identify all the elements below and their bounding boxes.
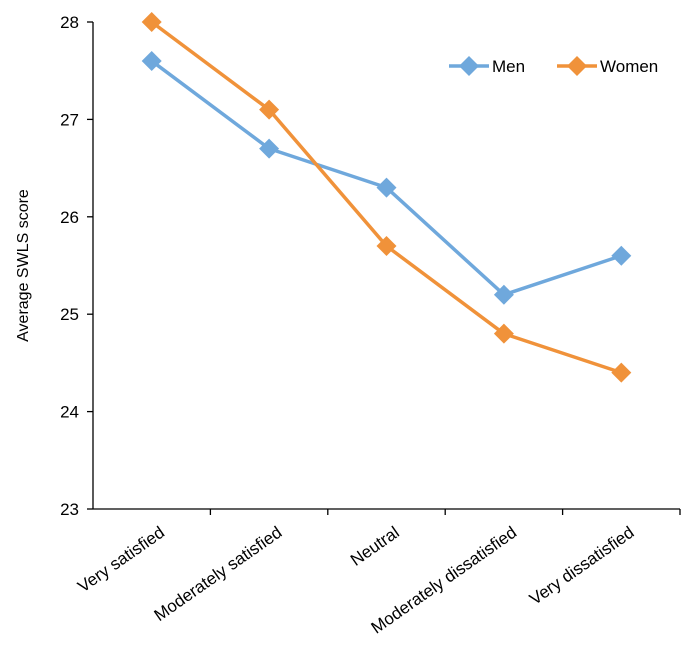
y-tick-label: 27 bbox=[60, 110, 79, 129]
series-layer bbox=[141, 12, 632, 383]
data-point bbox=[611, 245, 632, 266]
data-point bbox=[259, 138, 280, 159]
x-category-label: Neutral bbox=[347, 523, 403, 570]
data-point bbox=[493, 323, 514, 344]
legend-label: Women bbox=[600, 57, 658, 76]
series-men bbox=[141, 50, 632, 305]
data-point bbox=[376, 236, 397, 257]
legend-item-women: Women bbox=[557, 56, 658, 76]
legend: Men Women bbox=[449, 56, 658, 76]
legend-marker bbox=[567, 56, 587, 76]
y-tick-label: 25 bbox=[60, 305, 79, 324]
y-tick-label: 23 bbox=[60, 500, 79, 519]
x-category-label: Very satisfied bbox=[74, 523, 168, 597]
legend-item-men: Men bbox=[449, 56, 525, 76]
axes bbox=[92, 22, 680, 510]
x-category-label: Moderately satisfied bbox=[151, 523, 286, 625]
x-category-label: Very dissatisfied bbox=[526, 523, 638, 609]
data-point bbox=[141, 50, 162, 71]
y-tick-label: 28 bbox=[60, 13, 79, 32]
legend-label: Men bbox=[492, 57, 525, 76]
y-tick-label: 24 bbox=[60, 403, 79, 422]
legend-marker bbox=[459, 56, 479, 76]
data-point bbox=[259, 99, 280, 120]
data-point bbox=[376, 177, 397, 198]
y-axis-title: Average SWLS score bbox=[15, 189, 32, 342]
y-ticks: 23 24 25 26 27 28 bbox=[60, 13, 93, 519]
data-point bbox=[611, 362, 632, 383]
y-tick-label: 26 bbox=[60, 208, 79, 227]
data-point bbox=[493, 284, 514, 305]
series-women bbox=[141, 12, 632, 383]
data-point bbox=[141, 12, 162, 32]
